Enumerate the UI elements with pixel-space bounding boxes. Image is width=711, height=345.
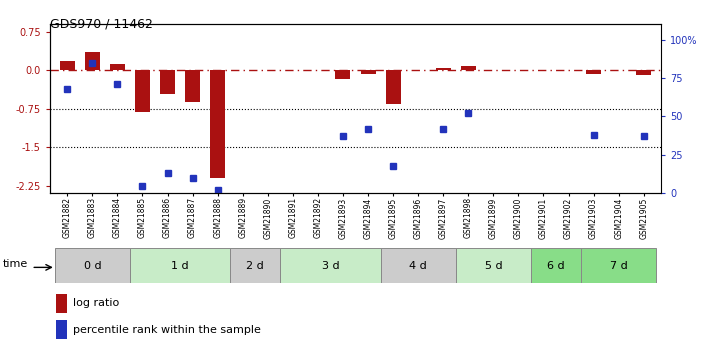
Bar	[531, 248, 581, 283]
Text: log ratio: log ratio	[73, 298, 119, 308]
Text: 4 d: 4 d	[410, 261, 427, 270]
Bar	[461, 66, 476, 70]
Bar	[436, 68, 451, 70]
Bar	[55, 248, 130, 283]
Bar	[60, 61, 75, 70]
Bar	[380, 248, 456, 283]
Bar	[56, 294, 67, 313]
Text: 1 d: 1 d	[171, 261, 189, 270]
Bar	[385, 70, 400, 104]
Bar	[130, 248, 230, 283]
Text: percentile rank within the sample: percentile rank within the sample	[73, 325, 261, 335]
Text: 2 d: 2 d	[247, 261, 264, 270]
Bar	[280, 248, 380, 283]
Bar	[160, 70, 175, 94]
Text: 3 d: 3 d	[321, 261, 339, 270]
Text: 0 d: 0 d	[84, 261, 101, 270]
Bar	[586, 70, 601, 74]
Bar	[581, 248, 656, 283]
Bar	[456, 248, 531, 283]
Text: 7 d: 7 d	[610, 261, 628, 270]
Text: time: time	[3, 259, 28, 269]
Bar	[210, 70, 225, 178]
Text: GDS970 / 11462: GDS970 / 11462	[50, 17, 153, 30]
Bar	[110, 64, 125, 70]
Bar	[85, 52, 100, 70]
Bar	[56, 320, 67, 339]
Bar	[636, 70, 651, 75]
Bar	[336, 70, 351, 79]
Bar	[360, 70, 375, 75]
Bar	[135, 70, 150, 112]
Text: 5 d: 5 d	[484, 261, 502, 270]
Bar	[230, 248, 280, 283]
Bar	[185, 70, 200, 102]
Text: 6 d: 6 d	[547, 261, 565, 270]
